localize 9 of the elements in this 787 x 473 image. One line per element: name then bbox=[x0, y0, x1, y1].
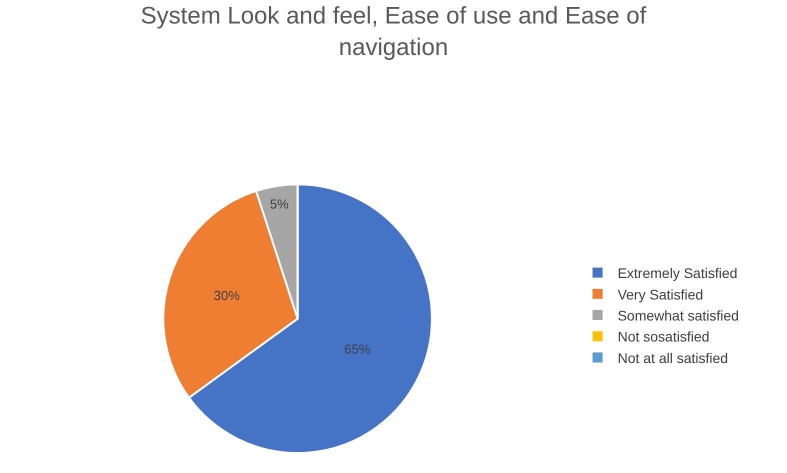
legend-label: Somewhat satisfied bbox=[618, 308, 739, 324]
data-label: 30% bbox=[214, 288, 240, 304]
legend-label: Extremely Satisfied bbox=[618, 265, 738, 282]
data-label: 5% bbox=[270, 196, 290, 212]
legend-label: Very Satisfied bbox=[618, 286, 704, 302]
data-label: 65% bbox=[344, 342, 371, 357]
legend-label: Not at all satisfied bbox=[618, 350, 728, 366]
chart-title: System Look and feel, Ease of use and Ease of navigation bbox=[140, 2, 647, 61]
legend-label: Not sosatisfied bbox=[618, 328, 710, 345]
